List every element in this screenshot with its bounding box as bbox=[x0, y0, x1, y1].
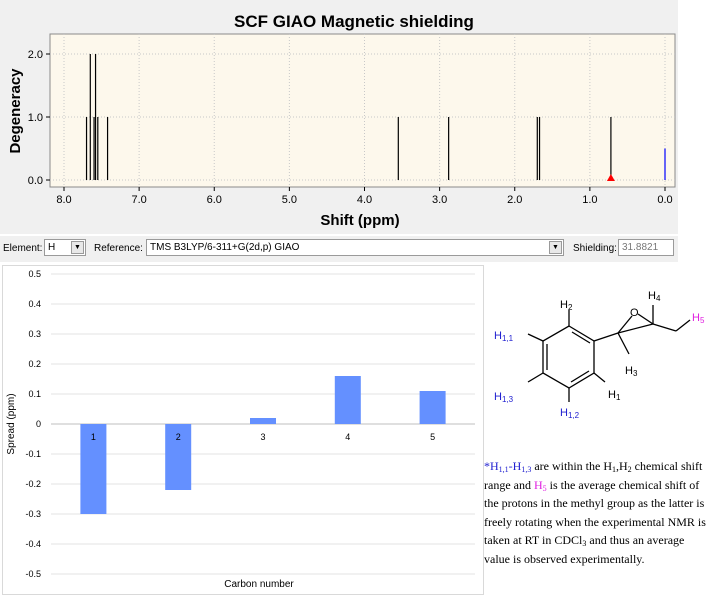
bar-y-tick-label: -0.2 bbox=[25, 479, 41, 489]
spectrum-x-tick-label: 0.0 bbox=[657, 194, 672, 206]
element-value: H bbox=[48, 242, 56, 253]
spectrum-panel: SCF GIAO Magnetic shielding 8.0 7.0 6.0 5.0… bbox=[0, 0, 678, 234]
h12-label: H bbox=[560, 407, 568, 419]
epoxide-bond bbox=[637, 313, 654, 325]
spectrum-xlabel: Shift (ppm) bbox=[320, 212, 399, 229]
c-h-bond bbox=[527, 372, 544, 383]
bar-mark bbox=[80, 424, 107, 514]
bar-category-label: 1 bbox=[91, 432, 96, 442]
spectrum-x-tick-label: 3.0 bbox=[432, 194, 447, 206]
toolbar: Element: H ▼ Reference: TMS B3LYP/6-311+… bbox=[0, 236, 678, 262]
h2-label: H bbox=[560, 299, 568, 311]
molecule-diagram: H2 H4 H5 H1,1 H3 H1,3 H1 H1,2 O bbox=[494, 290, 705, 420]
spectrum-x-tick-label: 4.0 bbox=[357, 194, 372, 206]
chevron-down-icon[interactable]: ▼ bbox=[71, 241, 84, 254]
spectrum-plot-area bbox=[49, 33, 676, 188]
svg-text:H1,3: H1,3 bbox=[494, 391, 514, 404]
bar-y-tick-label: -0.1 bbox=[25, 449, 41, 459]
spectrum-x-tick-label: 2.0 bbox=[507, 194, 522, 206]
spectrum-title: SCF GIAO Magnetic shielding bbox=[234, 12, 474, 31]
aromatic-bond bbox=[571, 331, 591, 344]
spectrum-x-tick-label: 1.0 bbox=[582, 194, 597, 206]
bar-category-label: 5 bbox=[430, 432, 435, 442]
spectrum-marker bbox=[606, 174, 615, 181]
bar-category-label: 2 bbox=[176, 432, 181, 442]
spectrum-ylabel: Degeneracy bbox=[7, 68, 24, 154]
shielding-field: 31.8821 bbox=[618, 239, 674, 256]
benzene-ring bbox=[542, 325, 595, 389]
spread-bar-panel: 0.5 0.4 0.3 0.2 0.1 0 -0.1 -0.2 -0.3 -0.4 -0.5 1 2 3… bbox=[2, 265, 484, 595]
bar-y-tick-label: 0.1 bbox=[28, 389, 41, 399]
atom-labels: H2 H4 H5 H1,1 H3 H1,3 H1 H1,2 O bbox=[494, 290, 705, 420]
bar-mark bbox=[419, 391, 446, 424]
epoxide-bond bbox=[617, 323, 654, 334]
note-star: * bbox=[484, 459, 490, 473]
oxygen-label: O bbox=[630, 307, 639, 319]
reference-select[interactable]: TMS B3LYP/6-311+G(2d,p) GIAO ▼ bbox=[146, 239, 564, 256]
bar-mark bbox=[334, 376, 361, 424]
c-h-bond bbox=[527, 333, 544, 342]
reference-value: TMS B3LYP/6-311+G(2d,p) GIAO bbox=[150, 242, 300, 253]
h1-label: H bbox=[608, 389, 616, 401]
bar-y-tick-label: -0.4 bbox=[25, 539, 41, 549]
spectrum-x-tick-label: 7.0 bbox=[131, 194, 146, 206]
element-select[interactable]: H ▼ bbox=[44, 239, 86, 256]
spread-bar-chart: 0.5 0.4 0.3 0.2 0.1 0 -0.1 -0.2 -0.3 -0.4 -0.5 1 2 3… bbox=[6, 269, 475, 590]
element-label: Element: bbox=[3, 243, 43, 254]
svg-text:H2: H2 bbox=[560, 299, 573, 312]
bar-y-tick-label: -0.5 bbox=[25, 569, 41, 579]
spectrum-x-tick-label: 6.0 bbox=[207, 194, 222, 206]
c-c-bond bbox=[593, 332, 619, 342]
h5-label: H bbox=[692, 312, 700, 324]
bar-y-tick-label: 0.4 bbox=[28, 299, 41, 309]
bar-xlabel: Carbon number bbox=[224, 579, 294, 590]
svg-text:H1: H1 bbox=[608, 389, 621, 402]
c-c-bond bbox=[652, 323, 677, 332]
h3-label: H bbox=[625, 365, 633, 377]
spectrum-y-tick-label: 2.0 bbox=[28, 49, 43, 61]
chevron-down-icon[interactable]: ▼ bbox=[549, 241, 562, 254]
spectrum-x-tick-label: 8.0 bbox=[56, 194, 71, 206]
molecule-bonds bbox=[527, 305, 691, 402]
c-h-bond bbox=[675, 319, 691, 332]
bar-grid bbox=[51, 273, 475, 575]
explanation-note: *H1,1-H1,3 are within the H1,H2 chemical… bbox=[484, 459, 706, 566]
bar-category-label: 3 bbox=[260, 432, 265, 442]
h13-label: H bbox=[494, 391, 502, 403]
spectrum-chart: SCF GIAO Magnetic shielding 8.0 7.0 6.0 5.0… bbox=[7, 12, 676, 229]
svg-text:H4: H4 bbox=[648, 290, 661, 303]
bar-y-tick-label: 0.3 bbox=[28, 329, 41, 339]
svg-text:H1,2: H1,2 bbox=[560, 407, 580, 420]
c-c-bond bbox=[617, 332, 630, 355]
spectrum-y-tick-label: 0.0 bbox=[28, 175, 43, 187]
epoxide-bond bbox=[617, 315, 633, 334]
bar-mark bbox=[165, 424, 192, 490]
bar-category-label: 4 bbox=[345, 432, 350, 442]
spectrum-ticks: 8.0 7.0 6.0 5.0 4.0 3.0 2.0 1.0 0.0 0.0 1.0 2.0 bbox=[28, 49, 673, 206]
bar-y-tick-label: -0.3 bbox=[25, 509, 41, 519]
h11-label: H bbox=[494, 330, 502, 342]
svg-text:H1,1: H1,1 bbox=[494, 330, 514, 343]
bar-y-tick-label: 0.2 bbox=[28, 359, 41, 369]
bar-ylabel: Spread (ppm) bbox=[6, 393, 17, 454]
shielding-label: Shielding: bbox=[573, 243, 617, 254]
bar-marks: 1 2 3 4 5 bbox=[80, 376, 446, 514]
bar-y-tick-label: 0.5 bbox=[28, 269, 41, 279]
spectrum-lines bbox=[85, 54, 666, 181]
c-h-bond bbox=[593, 372, 606, 383]
bar-y-tick-label: 0 bbox=[36, 419, 41, 429]
spectrum-y-tick-label: 1.0 bbox=[28, 112, 43, 124]
bar-mark bbox=[250, 418, 276, 424]
h4-label: H bbox=[648, 290, 656, 302]
shielding-value: 31.8821 bbox=[622, 242, 659, 253]
spectrum-grid bbox=[50, 34, 675, 187]
bar-y-ticks: 0.5 0.4 0.3 0.2 0.1 0 -0.1 -0.2 -0.3 -0.4 -0.5 bbox=[25, 269, 41, 579]
aromatic-bond bbox=[570, 370, 590, 383]
reference-label: Reference: bbox=[94, 243, 143, 254]
svg-text:H5: H5 bbox=[692, 312, 705, 325]
svg-text:H3: H3 bbox=[625, 365, 638, 378]
spectrum-x-tick-label: 5.0 bbox=[282, 194, 297, 206]
